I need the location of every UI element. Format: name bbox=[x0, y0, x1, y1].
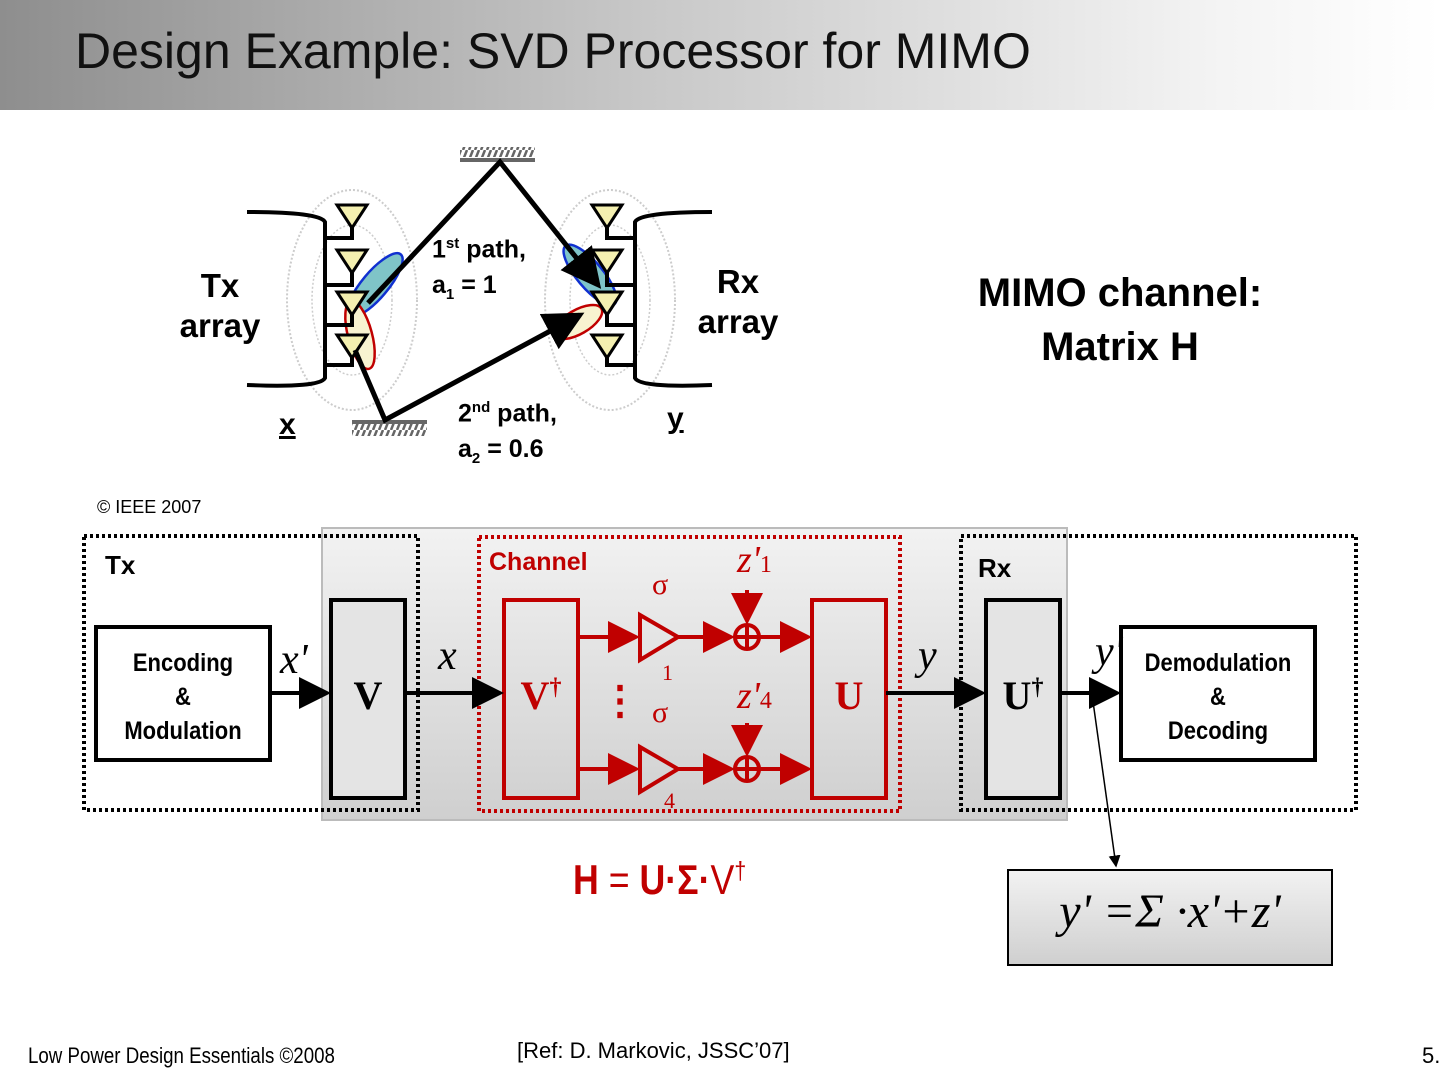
equation-pointer bbox=[1089, 679, 1121, 868]
u-block bbox=[810, 598, 888, 800]
y-signal: y bbox=[918, 633, 937, 679]
gain-amplifier-4 bbox=[638, 743, 682, 796]
rx-array-label: Rx array bbox=[697, 263, 779, 340]
reflector-top bbox=[460, 147, 535, 162]
x-prime-signal: x' bbox=[280, 637, 308, 683]
v-dagger-block bbox=[502, 598, 580, 800]
processor-region bbox=[321, 527, 1068, 821]
encoding-label: Encoding & Modulation bbox=[124, 649, 242, 745]
y-prime-signal: y' bbox=[1095, 629, 1123, 675]
encoding-block bbox=[94, 625, 272, 762]
sigma-4: σ bbox=[652, 696, 669, 729]
reflector-bottom bbox=[352, 420, 427, 436]
rx-label: Rx bbox=[978, 553, 1012, 583]
tx-array bbox=[246, 210, 354, 388]
mimo-caption: MIMO channel: Matrix H bbox=[977, 271, 1263, 369]
channel-label: Channel bbox=[489, 548, 588, 576]
x-vector-label: x bbox=[279, 408, 296, 441]
v-dagger-label: V† bbox=[520, 673, 562, 718]
rx-array bbox=[605, 210, 713, 388]
rx-region bbox=[959, 534, 1358, 812]
svd-equation: H = U·Σ·V† bbox=[573, 856, 747, 903]
tx-polar-grid bbox=[286, 189, 418, 411]
y-vector-label: y bbox=[667, 402, 684, 435]
slide-title: Design Example: SVD Processor for MIMO bbox=[75, 23, 1031, 79]
path1-label: 1st path, a1 = 1 bbox=[432, 235, 526, 304]
sigma-1: σ bbox=[652, 568, 669, 601]
propagation-paths bbox=[352, 158, 602, 424]
demodulation-label: Demodulation & Decoding bbox=[1144, 649, 1292, 745]
sigma-1-index: 1 bbox=[662, 660, 673, 685]
u-dagger-label: U† bbox=[1002, 673, 1044, 718]
tx-array-label: Tx array bbox=[179, 267, 261, 344]
path2-label: 2nd path, a2 = 0.6 bbox=[458, 399, 557, 468]
system-model-equation: y' =Σ ·x'+z' bbox=[1059, 885, 1281, 938]
page-number: 5. bbox=[1422, 1043, 1440, 1068]
tx-antennas bbox=[334, 203, 370, 361]
u-dagger-block bbox=[984, 598, 1062, 800]
noise-z1: z'1 bbox=[737, 539, 772, 581]
v-block bbox=[329, 598, 407, 800]
noise-z4: z'4 bbox=[737, 675, 772, 717]
rx-polar-grid bbox=[544, 189, 676, 411]
ellipsis-icon: ⋮ bbox=[600, 679, 640, 723]
equation-box bbox=[1007, 869, 1333, 966]
demodulation-block bbox=[1119, 625, 1317, 762]
tx-label: Tx bbox=[105, 550, 136, 580]
channel-paths bbox=[578, 590, 812, 796]
u-block-label: U bbox=[834, 673, 864, 718]
gain-amplifier-1 bbox=[638, 611, 682, 664]
channel-region bbox=[477, 535, 902, 813]
tx-region bbox=[82, 534, 420, 812]
footer-course: Low Power Design Essentials ©2008 bbox=[28, 1043, 335, 1068]
v-block-label: V bbox=[353, 673, 383, 718]
sigma-4-index: 4 bbox=[664, 788, 675, 813]
copyright: © IEEE 2007 bbox=[97, 497, 202, 517]
x-signal: x bbox=[438, 633, 457, 679]
footer-reference: [Ref: D. Markovic, JSSC’07] bbox=[517, 1038, 790, 1063]
title-bar bbox=[0, 0, 1440, 110]
